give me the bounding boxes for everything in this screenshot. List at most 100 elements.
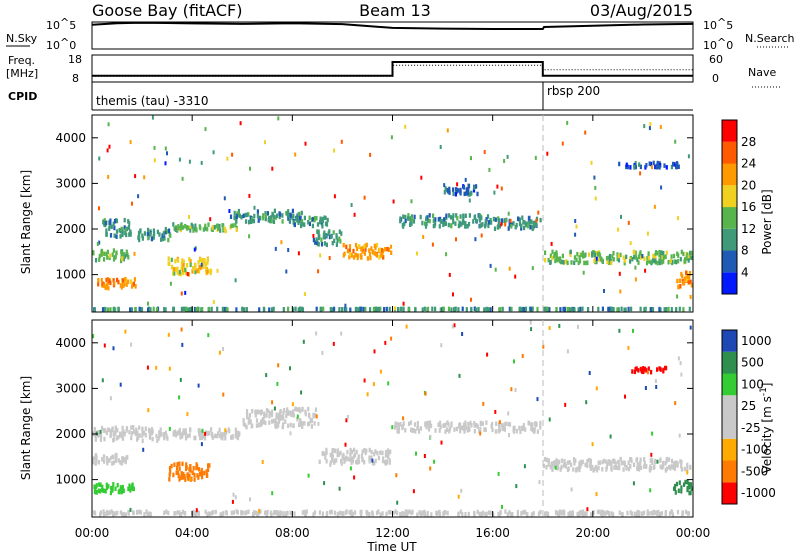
- data-cell: [99, 512, 102, 517]
- data-cell: [643, 510, 646, 516]
- data-cell: [582, 509, 585, 514]
- data-cell: [210, 306, 213, 312]
- data-cell: [269, 411, 272, 416]
- data-cell: [498, 424, 501, 429]
- data-cell: [421, 307, 424, 312]
- data-cell: [555, 252, 558, 258]
- data-cell: [204, 431, 207, 436]
- data-cell: [121, 230, 124, 235]
- data-cell: [418, 510, 421, 515]
- data-cell: [595, 492, 598, 497]
- data-cell: [195, 512, 198, 517]
- data-cell: [448, 213, 451, 218]
- data-cell: [151, 436, 154, 442]
- data-cell: [611, 254, 614, 259]
- data-cell: [191, 470, 194, 476]
- data-cell: [338, 510, 341, 516]
- data-cell: [112, 511, 115, 516]
- data-cell: [689, 271, 692, 276]
- data-cell: [477, 306, 480, 312]
- data-cell: [221, 432, 225, 438]
- data-cell: [101, 281, 104, 286]
- data-cell: [476, 509, 479, 515]
- data-cell: [374, 307, 377, 312]
- data-cell: [432, 213, 435, 218]
- data-cell: [269, 218, 272, 224]
- data-cell: [179, 435, 182, 440]
- data-cell: [95, 258, 98, 263]
- data-cell: [200, 467, 203, 473]
- data-cell: [606, 510, 609, 515]
- data-cell: [148, 511, 151, 516]
- data-cell: [634, 265, 637, 270]
- data-cell: [110, 432, 113, 437]
- data-cell: [287, 423, 290, 428]
- data-cell: [107, 427, 110, 433]
- data-cell: [180, 225, 183, 231]
- data-cell: [332, 341, 335, 346]
- data-cell: [152, 228, 155, 233]
- data-cell: [591, 253, 594, 258]
- data-cell: [675, 259, 678, 265]
- data-cell: [479, 511, 483, 517]
- data-cell: [342, 454, 345, 459]
- cpid-label-rbsp: rbsp 200: [547, 84, 600, 98]
- power-heatmap-cells: [92, 115, 693, 312]
- data-cell: [454, 192, 457, 197]
- data-cell: [124, 329, 127, 334]
- data-cell: [198, 264, 201, 270]
- data-cell: [642, 369, 645, 375]
- data-cell: [646, 509, 649, 514]
- data-cell: [94, 461, 97, 466]
- data-cell: [609, 434, 612, 439]
- data-cell: [265, 408, 268, 413]
- data-cell: [559, 307, 562, 312]
- data-cell: [183, 511, 186, 516]
- data-cell: [279, 212, 282, 217]
- data-cell: [324, 233, 328, 238]
- data-cell: [217, 431, 220, 436]
- data-cell: [370, 246, 373, 251]
- data-cell: [111, 454, 114, 459]
- data-cell: [428, 420, 432, 425]
- data-cell: [410, 216, 413, 222]
- data-cell: [578, 461, 581, 466]
- data-cell: [368, 248, 371, 253]
- data-cell: [265, 413, 268, 418]
- power-colorbar-label: Power [dB]: [760, 189, 774, 254]
- data-cell: [214, 509, 217, 515]
- data-cell: [665, 165, 668, 170]
- data-cell: [443, 510, 446, 515]
- data-cell: [283, 408, 286, 413]
- data-cell: [395, 473, 398, 478]
- data-cell: [206, 269, 209, 275]
- data-cell: [617, 459, 620, 465]
- data-cell: [538, 480, 541, 485]
- data-cell: [566, 260, 569, 266]
- data-cell: [121, 425, 124, 431]
- data-cell: [437, 217, 440, 222]
- data-cell: [207, 222, 210, 227]
- data-cell: [361, 457, 364, 463]
- data-cell: [120, 258, 123, 264]
- data-cell: [388, 458, 391, 463]
- data-cell: [674, 460, 677, 465]
- data-cell: [675, 481, 679, 487]
- data-cell: [312, 414, 315, 419]
- data-cell: [581, 511, 585, 517]
- data-cell: [99, 482, 102, 487]
- data-cell: [245, 219, 248, 224]
- data-cell: [261, 420, 264, 425]
- data-cell: [518, 217, 521, 222]
- data-cell: [622, 255, 625, 260]
- data-cell: [443, 217, 446, 222]
- data-cell: [307, 220, 310, 225]
- data-cell: [326, 217, 329, 223]
- data-cell: [685, 270, 688, 275]
- data-cell: [687, 280, 690, 285]
- y-tick-label: 4000: [55, 131, 86, 145]
- data-cell: [325, 447, 328, 453]
- data-cell: [270, 218, 273, 224]
- data-cell: [658, 165, 661, 170]
- data-cell: [403, 221, 406, 227]
